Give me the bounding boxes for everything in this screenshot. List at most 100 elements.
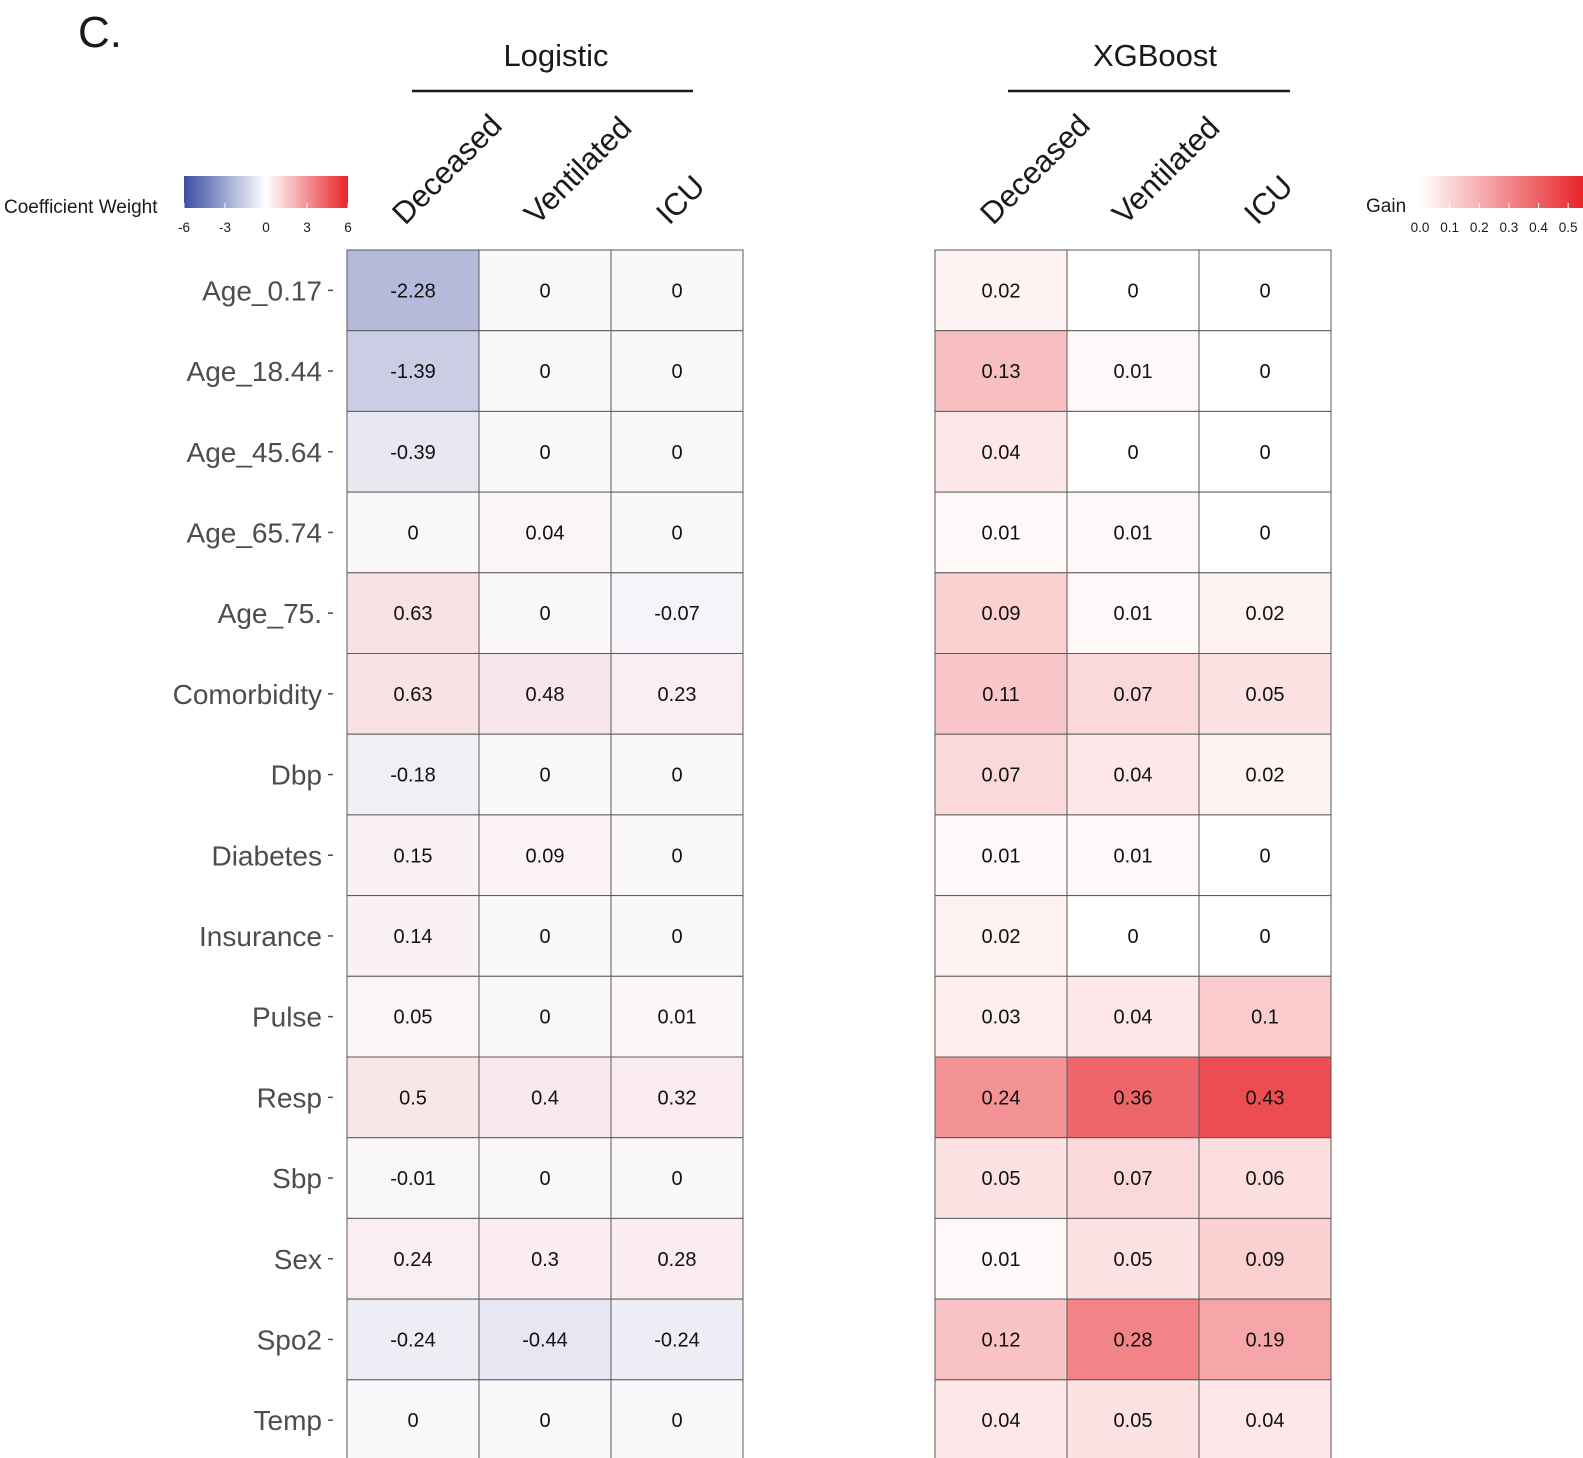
panel-logistic: Logistic Deceased Ventilated ICU -2.28 0 0 -1…	[346, 38, 744, 1458]
row-label: Age_18.44	[187, 356, 322, 387]
column-label: ICU	[649, 168, 712, 231]
column-label: Deceased	[973, 107, 1096, 230]
column-labels-xgboost: Deceased Ventilated ICU	[973, 107, 1300, 230]
legend-tick-label: 3	[303, 220, 311, 235]
cell-value-label: 0.5	[399, 1087, 427, 1109]
panel-xgboost: XGBoost Deceased Ventilated ICU 0.02 0 0 0.13…	[934, 38, 1332, 1458]
cell-value-label: 0.48	[526, 684, 565, 706]
cell-value-label: 0.15	[394, 845, 433, 867]
cell-value-label: 0	[539, 1410, 550, 1432]
row-label: Age_0.17	[202, 275, 322, 306]
heatmap-cell	[610, 1298, 744, 1381]
cell-value-label: 0.04	[526, 522, 565, 544]
cell-value-label: 0.01	[658, 1007, 697, 1029]
heatmap-cell	[1066, 572, 1200, 654]
heatmap-cell	[478, 410, 612, 493]
heatmap-cell	[1198, 1217, 1332, 1300]
heatmap-cell	[934, 1379, 1068, 1458]
heatmap-cell	[610, 653, 744, 735]
cell-value-label: 0	[1127, 442, 1138, 464]
row-label: Dbp	[271, 760, 322, 791]
cell-value-label: 0.01	[982, 1249, 1021, 1271]
heatmap-cell	[1066, 733, 1200, 816]
cell-value-label: 0.12	[982, 1329, 1021, 1351]
heatmap-cell	[1198, 249, 1332, 332]
row-label: Age_75.	[218, 598, 322, 629]
heatmap-cell	[1198, 733, 1332, 816]
cell-value-label: 0.4	[531, 1087, 559, 1109]
heatmap-cell	[478, 1137, 612, 1219]
column-label: Ventilated	[517, 110, 638, 231]
cell-value-label: -0.24	[390, 1329, 436, 1351]
legend-tick-label: -3	[219, 220, 231, 235]
cell-value-label: 0.24	[394, 1249, 433, 1271]
cell-value-label: 0.01	[1114, 522, 1153, 544]
heatmap-cell	[1198, 1298, 1332, 1381]
gain-colorbar	[1420, 176, 1583, 208]
legend-tick-label: 0.4	[1529, 220, 1548, 235]
heatmap-cell	[610, 249, 744, 332]
heatmap-cell	[346, 895, 480, 977]
heatmap-cell	[1198, 975, 1332, 1058]
heatmap-cell	[1198, 330, 1332, 412]
heatmap-cell	[934, 1217, 1068, 1300]
coefficient-weight-ticks: -6 -3 0 3 6	[178, 203, 352, 235]
heatmap-cell	[478, 1056, 612, 1139]
heatmap-cell	[346, 653, 480, 735]
heatmap-cell	[478, 733, 612, 816]
heatmap-cell	[1198, 572, 1332, 654]
cell-value-label: 0.36	[1114, 1087, 1153, 1109]
cell-value-label: 0.02	[982, 926, 1021, 948]
cell-value-label: 0.1	[1251, 1007, 1279, 1029]
cell-value-label: 0	[671, 442, 682, 464]
legend-tick-label: 0.5	[1559, 220, 1578, 235]
heatmap-cell	[346, 330, 480, 412]
cell-value-label: 0	[407, 522, 418, 544]
column-label: Ventilated	[1105, 110, 1226, 231]
cell-value-label: 0.23	[658, 684, 697, 706]
column-label: ICU	[1237, 168, 1300, 231]
cell-value-label: 0	[1259, 280, 1270, 302]
cell-value-label: 0	[671, 1410, 682, 1432]
cell-value-label: 0.04	[1114, 1007, 1153, 1029]
gain-ticks: 0.0 0.1 0.2 0.3 0.4 0.5	[1411, 203, 1578, 235]
column-labels-logistic: Deceased Ventilated ICU	[385, 107, 712, 230]
cell-value-label: 0	[671, 926, 682, 948]
heatmap-cell	[1198, 1056, 1332, 1139]
heatmap-cell	[478, 1217, 612, 1300]
column-label: Deceased	[385, 107, 508, 230]
cell-value-label: 0.03	[982, 1007, 1021, 1029]
heatmap-cell	[346, 491, 480, 574]
cell-value-label: 0	[671, 522, 682, 544]
cell-value-label: 0.05	[394, 1007, 433, 1029]
cell-value-label: 0.01	[982, 845, 1021, 867]
cell-value-label: -0.07	[654, 603, 700, 625]
cell-value-label: 0.04	[1246, 1410, 1285, 1432]
cell-value-label: 0.14	[394, 926, 433, 948]
cell-value-label: 0.02	[1246, 765, 1285, 787]
cell-value-label: 0.19	[1246, 1329, 1285, 1351]
cell-value-label: -0.24	[654, 1329, 700, 1351]
cell-value-label: 0	[539, 1007, 550, 1029]
heatmap-cell	[934, 733, 1068, 816]
heatmap-cell	[934, 1298, 1068, 1381]
cell-value-label: 0.07	[982, 765, 1021, 787]
cell-value-label: 0.01	[1114, 845, 1153, 867]
cell-value-label: 0.24	[982, 1087, 1021, 1109]
cell-value-label: 0.63	[394, 603, 433, 625]
legend-title-coefficient-weight: Coefficient Weight	[4, 197, 158, 218]
cell-value-label: 0	[671, 280, 682, 302]
heatmap-cell	[346, 410, 480, 493]
heatmap-cell	[346, 572, 480, 654]
row-label: Resp	[257, 1082, 322, 1113]
heatmap-cell	[934, 975, 1068, 1058]
cell-value-label: 0	[1259, 361, 1270, 383]
cell-value-label: 0.32	[658, 1087, 697, 1109]
cell-value-label: -2.28	[390, 280, 436, 302]
cell-value-label: 0.05	[1114, 1410, 1153, 1432]
cell-value-label: 0.28	[1114, 1329, 1153, 1351]
heatmap-cell	[610, 975, 744, 1058]
cell-value-label: 0.04	[982, 1410, 1021, 1432]
heatmap-cell	[346, 1056, 480, 1139]
coefficient-weight-colorbar	[184, 176, 348, 208]
